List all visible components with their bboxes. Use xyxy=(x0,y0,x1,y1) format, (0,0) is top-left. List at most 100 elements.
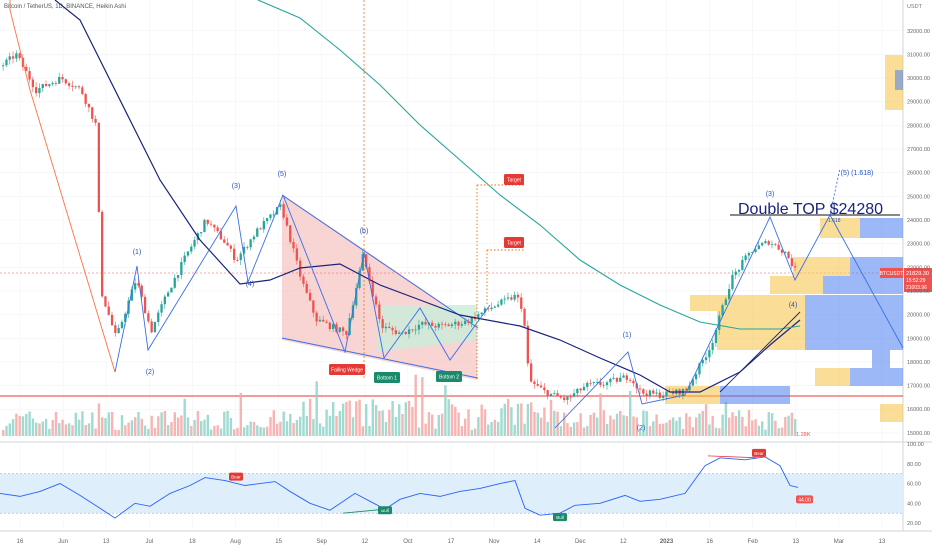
candle-body xyxy=(774,244,777,245)
candle-body xyxy=(566,396,569,400)
volume-bar xyxy=(764,429,767,436)
volume-bar xyxy=(180,415,183,436)
volume-bar xyxy=(190,426,193,436)
volume-bar xyxy=(200,421,203,436)
candle-body xyxy=(516,294,520,298)
candle-body xyxy=(539,385,543,388)
volume-bar xyxy=(328,415,332,436)
volume-bar xyxy=(761,421,764,436)
candle-body xyxy=(203,219,206,233)
volume-bar xyxy=(28,411,31,436)
volume-bar xyxy=(523,423,526,436)
volume-bar xyxy=(685,413,688,436)
candle-body xyxy=(381,319,384,329)
time-tick-label: 2023 xyxy=(660,539,674,545)
candle-body xyxy=(11,56,15,59)
volume-bar xyxy=(619,410,622,436)
candle-body xyxy=(513,294,516,300)
volume-bar xyxy=(718,428,721,436)
candle-body xyxy=(404,331,407,335)
volume-bar xyxy=(787,415,790,436)
volume-bar xyxy=(444,385,447,436)
candle-body xyxy=(58,76,61,84)
candle-body xyxy=(107,306,110,315)
volume-bar xyxy=(477,417,480,436)
price-tick-label: 15000.00 xyxy=(907,431,930,437)
volume-bar xyxy=(219,428,223,436)
wave-label-2: (2) xyxy=(146,369,155,376)
volume-bar xyxy=(114,429,117,436)
volume-bar xyxy=(315,381,318,436)
price-tick-label: 22000.00 xyxy=(907,265,930,271)
volume-bar xyxy=(731,412,734,436)
volume-bar xyxy=(203,419,206,436)
volume-bar xyxy=(638,429,642,436)
candle-body xyxy=(546,390,549,397)
volume-bar xyxy=(658,423,662,436)
volume-bar xyxy=(728,417,731,436)
correction-wave-line xyxy=(282,194,491,361)
symbol-header: Bitcoin / TetherUS, 1D, BINANCE, Heikin … xyxy=(4,4,126,10)
candle-body xyxy=(266,218,269,222)
volume-bar xyxy=(586,426,589,436)
volume-profile-bar xyxy=(815,368,850,386)
candle-body xyxy=(312,300,315,313)
volume-bar xyxy=(5,425,8,436)
volume-bar xyxy=(107,412,110,436)
candle-body xyxy=(137,283,140,286)
volume-profile-bar xyxy=(850,368,903,386)
candle-body xyxy=(579,388,582,391)
bottom-1-badge-bg xyxy=(374,372,400,383)
price-axis-unit: USDT xyxy=(907,4,923,10)
candle-body xyxy=(434,325,437,328)
volume-bar xyxy=(127,422,130,436)
volume-bar xyxy=(652,421,655,436)
candle-body xyxy=(536,383,539,386)
volume-bar xyxy=(747,410,751,436)
volume-bar xyxy=(655,414,658,436)
volume-bar xyxy=(566,423,569,436)
volume-bar xyxy=(252,422,256,436)
time-tick-label: 13 xyxy=(879,539,886,545)
volume-bar xyxy=(378,410,381,436)
candle-body xyxy=(130,289,133,301)
volume-bar xyxy=(556,411,559,436)
volume-bar xyxy=(539,417,543,436)
candle-body xyxy=(173,277,176,288)
candle-body xyxy=(559,396,562,398)
candle-body xyxy=(180,262,183,276)
volume-bar xyxy=(533,412,536,436)
volume-bar xyxy=(249,421,252,436)
wave-label-4b: (4) xyxy=(789,302,798,309)
candle-body xyxy=(794,266,797,268)
volume-bar xyxy=(176,417,180,436)
rsi-bear-signal-2: Bear xyxy=(754,451,764,456)
volume-bar xyxy=(754,419,757,436)
candle-body xyxy=(110,314,114,326)
volume-bar xyxy=(579,413,582,436)
price-tick-label: 17000.00 xyxy=(907,384,930,390)
volume-bar xyxy=(559,426,563,436)
candle-body xyxy=(249,239,252,248)
candle-body xyxy=(645,393,648,397)
volume-bar xyxy=(751,420,754,436)
volume-bar xyxy=(457,412,460,436)
candle-body xyxy=(685,388,688,391)
volume-bar xyxy=(774,420,777,436)
candle-body xyxy=(384,326,388,329)
volume-bar xyxy=(2,429,5,436)
candle-body xyxy=(480,312,483,315)
price-tick-label: 19000.00 xyxy=(907,336,930,342)
volume-bar xyxy=(642,410,645,436)
candle-body xyxy=(648,390,652,397)
price-tick-label: 28000.00 xyxy=(907,123,930,129)
candle-body xyxy=(549,393,553,397)
candle-body xyxy=(599,381,602,385)
volume-bar xyxy=(635,417,638,436)
volume-bar xyxy=(480,404,483,436)
volume-profile-bar xyxy=(690,295,805,311)
ma-fast-line xyxy=(54,0,801,393)
last-price-low: 21003.96 xyxy=(906,285,927,291)
volume-bar xyxy=(130,420,134,436)
